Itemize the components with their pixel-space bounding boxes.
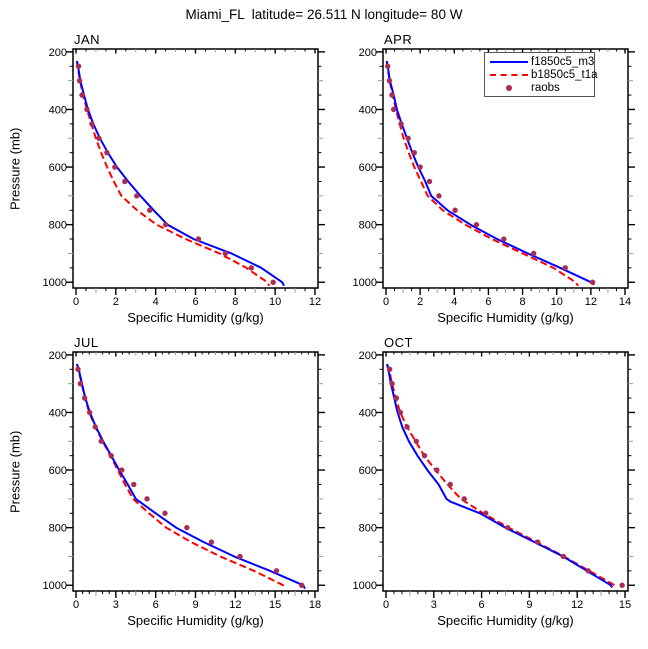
svg-text:10: 10 bbox=[269, 296, 281, 308]
svg-text:4: 4 bbox=[153, 296, 159, 308]
panel-title-oct: OCT bbox=[384, 335, 413, 350]
legend: f1850c5_m3 b1850c5_t1a raobs bbox=[484, 52, 598, 97]
svg-text:9: 9 bbox=[192, 599, 198, 611]
svg-text:800: 800 bbox=[49, 523, 67, 535]
svg-text:4: 4 bbox=[451, 296, 457, 308]
svg-text:12: 12 bbox=[571, 599, 583, 611]
svg-text:400: 400 bbox=[49, 407, 67, 419]
svg-text:3: 3 bbox=[431, 599, 437, 611]
svg-text:0: 0 bbox=[73, 599, 79, 611]
svg-text:1000: 1000 bbox=[353, 580, 377, 592]
svg-text:1000: 1000 bbox=[43, 580, 67, 592]
x-axis-title-jan: Specific Humidity (g/kg) bbox=[127, 310, 264, 325]
svg-text:14: 14 bbox=[619, 296, 631, 308]
x-axis-title-oct: Specific Humidity (g/kg) bbox=[437, 613, 574, 628]
svg-text:9: 9 bbox=[526, 599, 532, 611]
svg-text:12: 12 bbox=[309, 296, 321, 308]
panel-title-apr: APR bbox=[384, 32, 413, 47]
legend-item-b1850c5-t1a: b1850c5_t1a bbox=[485, 68, 598, 81]
svg-text:400: 400 bbox=[49, 104, 67, 116]
svg-text:6: 6 bbox=[479, 599, 485, 611]
y-axis-title-bottom: Pressure (mb) bbox=[7, 430, 23, 513]
svg-text:12: 12 bbox=[229, 599, 241, 611]
legend-label: b1850c5_t1a bbox=[531, 68, 598, 81]
svg-text:800: 800 bbox=[359, 523, 377, 535]
svg-text:600: 600 bbox=[359, 162, 377, 174]
y-axis-title-top: Pressure (mb) bbox=[7, 127, 23, 210]
svg-text:6: 6 bbox=[153, 599, 159, 611]
legend-label: f1850c5_m3 bbox=[531, 55, 595, 68]
svg-text:10: 10 bbox=[551, 296, 563, 308]
svg-text:1000: 1000 bbox=[353, 277, 377, 289]
svg-text:0: 0 bbox=[73, 296, 79, 308]
svg-text:15: 15 bbox=[269, 599, 281, 611]
svg-text:400: 400 bbox=[359, 104, 377, 116]
x-axis-title-apr: Specific Humidity (g/kg) bbox=[437, 310, 574, 325]
svg-text:0: 0 bbox=[383, 599, 389, 611]
svg-text:15: 15 bbox=[619, 599, 631, 611]
svg-text:600: 600 bbox=[359, 465, 377, 477]
svg-text:600: 600 bbox=[49, 465, 67, 477]
svg-text:200: 200 bbox=[49, 350, 67, 362]
svg-text:8: 8 bbox=[520, 296, 526, 308]
legend-item-raobs: raobs bbox=[485, 81, 594, 94]
svg-text:6: 6 bbox=[192, 296, 198, 308]
panel-title-jan: JAN bbox=[74, 32, 101, 47]
svg-text:1000: 1000 bbox=[43, 277, 67, 289]
svg-text:8: 8 bbox=[232, 296, 238, 308]
svg-text:3: 3 bbox=[113, 599, 119, 611]
svg-text:400: 400 bbox=[359, 407, 377, 419]
svg-text:2: 2 bbox=[417, 296, 423, 308]
svg-text:18: 18 bbox=[309, 599, 321, 611]
svg-text:800: 800 bbox=[49, 220, 67, 232]
solid-line-sample bbox=[490, 55, 528, 68]
panel-title-jul: JUL bbox=[74, 335, 99, 350]
legend-label: raobs bbox=[531, 81, 560, 94]
svg-text:200: 200 bbox=[49, 47, 67, 59]
svg-text:600: 600 bbox=[49, 162, 67, 174]
svg-text:200: 200 bbox=[359, 350, 377, 362]
dashed-line-sample bbox=[490, 68, 528, 81]
svg-text:12: 12 bbox=[585, 296, 597, 308]
dot-sample bbox=[490, 81, 528, 94]
page-title: Miami_FL latitude= 26.511 N longitude= 8… bbox=[185, 7, 463, 22]
svg-text:0: 0 bbox=[383, 296, 389, 308]
x-axis-title-jul: Specific Humidity (g/kg) bbox=[127, 613, 264, 628]
svg-text:800: 800 bbox=[359, 220, 377, 232]
svg-text:6: 6 bbox=[485, 296, 491, 308]
svg-text:200: 200 bbox=[359, 47, 377, 59]
svg-text:2: 2 bbox=[113, 296, 119, 308]
legend-item-f1850c5-m3: f1850c5_m3 bbox=[485, 55, 594, 68]
